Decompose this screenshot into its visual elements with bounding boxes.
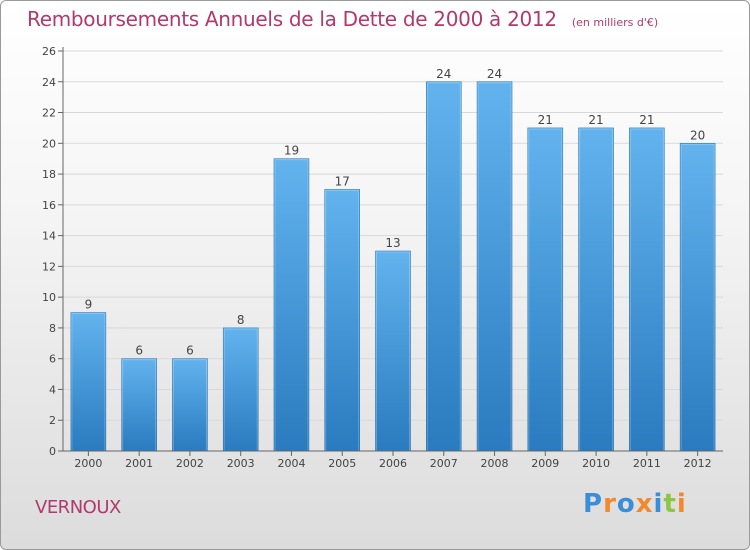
x-tick-label: 2007 — [430, 457, 458, 470]
data-label: 24 — [487, 67, 502, 81]
y-tick-label: 24 — [42, 76, 56, 89]
y-tick-label: 2 — [49, 414, 56, 427]
x-tick-label: 2009 — [531, 457, 559, 470]
bar — [172, 358, 208, 452]
data-label: 8 — [237, 313, 245, 327]
data-label: 17 — [335, 174, 350, 188]
y-tick-label: 10 — [42, 291, 56, 304]
x-tick-label: 2006 — [379, 457, 407, 470]
bar — [273, 158, 310, 452]
x-tick-label: 2010 — [582, 457, 610, 470]
bar — [324, 189, 360, 452]
y-tick-label: 14 — [42, 230, 56, 243]
y-tick-label: 16 — [42, 199, 56, 212]
x-tick-label: 2000 — [74, 457, 102, 470]
bar — [375, 250, 411, 452]
x-tick-label: 2003 — [227, 457, 255, 470]
bar-layer: 9 6 6 8 19 17 13 24 24 21 21 21 20 — [70, 67, 716, 452]
data-label: 21 — [588, 113, 603, 127]
y-tick-label: 8 — [49, 322, 56, 335]
bar — [222, 327, 259, 452]
logo-letter: r — [603, 489, 617, 519]
y-tick-label: 18 — [42, 168, 56, 181]
bar — [629, 127, 665, 452]
y-tick-label: 12 — [42, 260, 56, 273]
x-tick-label: 2001 — [125, 457, 153, 470]
x-tick-label: 2011 — [633, 457, 661, 470]
y-tick-label: 22 — [42, 107, 56, 120]
bar — [527, 127, 564, 452]
y-tick-label: 0 — [49, 445, 56, 458]
logo-letter: x — [635, 489, 654, 519]
data-label: 21 — [639, 113, 654, 127]
bar — [679, 143, 716, 452]
bar — [121, 358, 157, 452]
bar — [578, 127, 614, 452]
data-label: 6 — [186, 344, 194, 358]
chart-unit: (en milliers d'€) — [571, 16, 659, 29]
logo-letter: i — [653, 489, 664, 519]
data-label: 20 — [690, 128, 705, 142]
data-label: 19 — [284, 144, 299, 158]
chart-title: Remboursements Annuels de la Dette de 20… — [27, 7, 557, 31]
commune-name: VERNOUX — [35, 497, 121, 518]
proxiti-logo: Proxiti — [583, 489, 687, 519]
data-label: 9 — [85, 298, 93, 312]
x-tick-label: 2005 — [328, 457, 356, 470]
logo-letter: P — [583, 489, 604, 519]
y-tick-label: 26 — [42, 45, 56, 58]
x-tick-label: 2008 — [481, 457, 509, 470]
logo-letter: t — [663, 489, 677, 519]
data-label: 6 — [135, 344, 143, 358]
x-tick-label: 2012 — [684, 457, 712, 470]
logo-letter: o — [616, 489, 636, 519]
x-tick-label: 2004 — [277, 457, 305, 470]
bar — [70, 312, 107, 452]
data-label: 13 — [385, 236, 400, 250]
logo-letter: i — [676, 489, 687, 519]
x-tick-label: 2002 — [176, 457, 204, 470]
data-label: 21 — [538, 113, 553, 127]
y-tick-label: 20 — [42, 137, 56, 150]
data-label: 24 — [436, 67, 451, 81]
y-tick-label: 4 — [49, 383, 56, 396]
y-tick-label: 6 — [49, 353, 56, 366]
bar — [426, 81, 462, 452]
title-row: Remboursements Annuels de la Dette de 20… — [27, 7, 658, 31]
bar — [476, 81, 513, 452]
